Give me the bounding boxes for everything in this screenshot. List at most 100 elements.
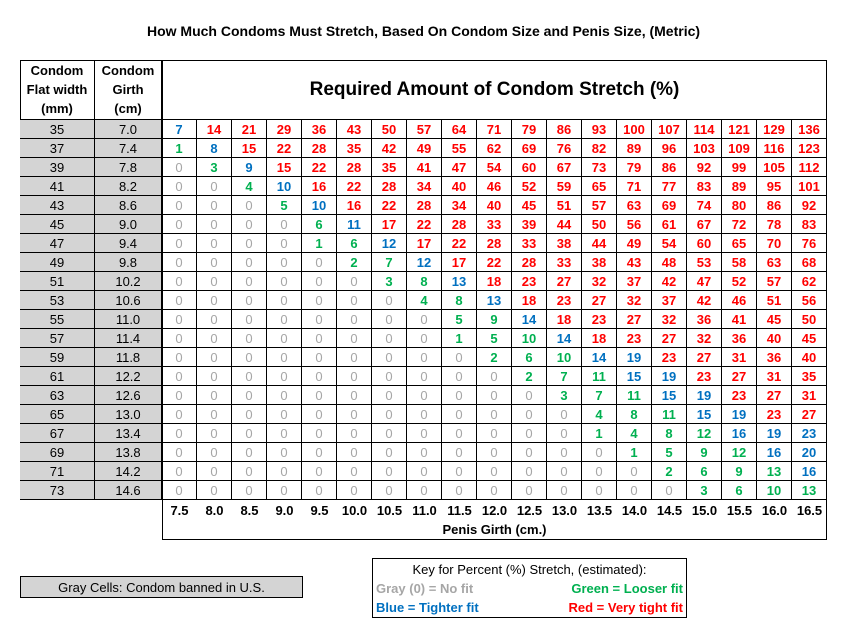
stretch-value: 80 — [722, 196, 757, 215]
stretch-value: 9 — [477, 310, 512, 329]
stretch-value: 56 — [617, 215, 652, 234]
stretch-value: 0 — [477, 405, 512, 424]
stretch-value: 22 — [337, 177, 372, 196]
stretch-value: 54 — [652, 234, 687, 253]
stretch-value: 0 — [512, 386, 547, 405]
stretch-value: 6 — [302, 215, 337, 234]
stretch-value: 72 — [722, 215, 757, 234]
penis-girth: 11.5 — [447, 502, 472, 518]
stretch-value: 9 — [722, 462, 757, 481]
stretch-value: 0 — [512, 424, 547, 443]
stretch-value: 36 — [687, 310, 722, 329]
stretch-value: 28 — [477, 234, 512, 253]
stretch-value: 56 — [792, 291, 827, 310]
stretch-value: 40 — [792, 348, 827, 367]
stretch-value: 45 — [757, 310, 792, 329]
stretch-value: 0 — [267, 367, 302, 386]
stretch-value: 0 — [337, 424, 372, 443]
stretch-value: 32 — [652, 310, 687, 329]
stretch-value: 29 — [267, 120, 302, 139]
stretch-value: 58 — [722, 253, 757, 272]
stretch-value: 0 — [302, 386, 337, 405]
girth: 9.0 — [95, 215, 162, 234]
stretch-value: 107 — [652, 120, 687, 139]
penis-girth: 15.5 — [726, 502, 753, 518]
stretch-value: 0 — [162, 481, 197, 500]
stretch-value: 0 — [302, 253, 337, 272]
stretch-value: 65 — [722, 234, 757, 253]
stretch-value: 23 — [722, 386, 757, 405]
key-box — [372, 558, 687, 618]
stretch-value: 40 — [477, 196, 512, 215]
stretch-value: 35 — [337, 139, 372, 158]
stretch-value: 0 — [512, 443, 547, 462]
stretch-value: 35 — [792, 367, 827, 386]
stretch-value: 0 — [372, 386, 407, 405]
stretch-value: 0 — [197, 215, 232, 234]
stretch-value: 12 — [372, 234, 407, 253]
girth: 14.6 — [95, 481, 162, 500]
stretch-value: 14 — [547, 329, 582, 348]
stretch-value: 7 — [582, 386, 617, 405]
stretch-value: 0 — [407, 329, 442, 348]
note: Gray Cells: Condom banned in U.S. — [20, 576, 303, 598]
stretch-value: 50 — [792, 310, 827, 329]
stretch-value: 34 — [407, 177, 442, 196]
stretch-value: 14 — [582, 348, 617, 367]
penis-girth: 15.0 — [691, 502, 718, 518]
key-item: Gray (0) = No fit — [376, 581, 474, 596]
stretch-value: 27 — [547, 272, 582, 291]
penis-girth: 11.0 — [412, 502, 437, 518]
stretch-value: 0 — [267, 462, 302, 481]
stretch-value: 0 — [162, 291, 197, 310]
stretch-value: 0 — [267, 215, 302, 234]
stretch-value: 28 — [302, 139, 337, 158]
flat-width: 47 — [20, 234, 95, 253]
stretch-value: 35 — [372, 158, 407, 177]
girth: 13.0 — [95, 405, 162, 424]
stretch-value: 0 — [232, 481, 267, 500]
stretch-value: 123 — [792, 139, 827, 158]
stretch-value: 129 — [757, 120, 792, 139]
penis-girth: 14.5 — [656, 502, 683, 518]
stretch-value: 0 — [197, 348, 232, 367]
stretch-value: 0 — [162, 348, 197, 367]
stretch-value: 23 — [547, 291, 582, 310]
girth: 7.4 — [95, 139, 162, 158]
stretch-value: 12 — [687, 424, 722, 443]
stretch-value: 0 — [197, 462, 232, 481]
stretch-value: 0 — [372, 405, 407, 424]
stretch-value: 36 — [722, 329, 757, 348]
stretch-value: 57 — [582, 196, 617, 215]
stretch-value: 0 — [232, 196, 267, 215]
stretch-value: 45 — [792, 329, 827, 348]
stretch-value: 42 — [687, 291, 722, 310]
stretch-value: 51 — [547, 196, 582, 215]
penis-girth: 12.0 — [481, 502, 508, 518]
stretch-value: 19 — [687, 386, 722, 405]
stretch-value: 0 — [162, 177, 197, 196]
stretch-value: 0 — [232, 310, 267, 329]
stretch-value: 0 — [302, 424, 337, 443]
girth: 11.4 — [95, 329, 162, 348]
stretch-value: 37 — [617, 272, 652, 291]
key-item: Red = Very tight fit — [568, 600, 684, 615]
stretch-value: 0 — [337, 386, 372, 405]
stretch-value: 78 — [757, 215, 792, 234]
stretch-value: 69 — [512, 139, 547, 158]
stretch-value: 17 — [442, 253, 477, 272]
stretch-value: 0 — [407, 310, 442, 329]
stretch-value: 0 — [442, 481, 477, 500]
stretch-value: 0 — [267, 291, 302, 310]
stretch-value: 0 — [197, 424, 232, 443]
stretch-value: 0 — [337, 443, 372, 462]
stretch-value: 52 — [512, 177, 547, 196]
stretch-value: 92 — [687, 158, 722, 177]
stretch-value: 33 — [512, 234, 547, 253]
stretch-value: 11 — [617, 386, 652, 405]
penis-girth: 10.5 — [376, 502, 403, 518]
header-line: (cm) — [114, 101, 142, 116]
stretch-value: 0 — [197, 386, 232, 405]
stretch-value: 33 — [547, 253, 582, 272]
